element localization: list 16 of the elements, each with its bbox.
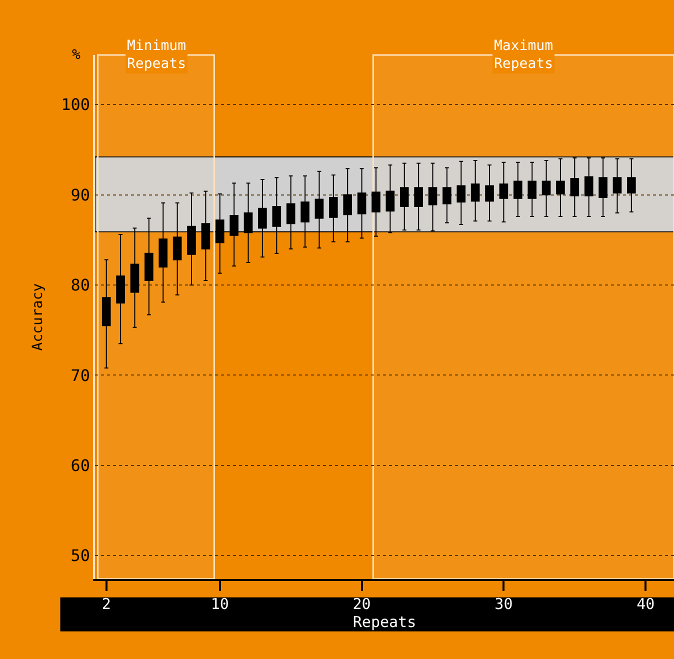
y-tick-label: 90: [70, 185, 90, 204]
x-tick-label: 20: [352, 595, 371, 613]
text: %: [72, 47, 81, 63]
x-axis-title: Repeats: [352, 613, 416, 631]
x-tick-label: 2: [102, 595, 111, 613]
x-tick-label: 40: [636, 595, 655, 613]
y-axis-title: Accuracy: [30, 283, 46, 351]
y-tick-label: 60: [70, 456, 90, 475]
band-label: Maximum Repeats: [494, 38, 554, 72]
y-tick-label: 100: [61, 95, 90, 114]
y-tick-label: 70: [70, 366, 90, 385]
y-tick-label: 50: [70, 546, 90, 566]
x-tick-label: 30: [494, 595, 513, 613]
y-tick-label: 80: [70, 276, 90, 295]
x-tick-label: 10: [210, 595, 229, 613]
band-label: Minimum Repeats: [127, 38, 186, 72]
